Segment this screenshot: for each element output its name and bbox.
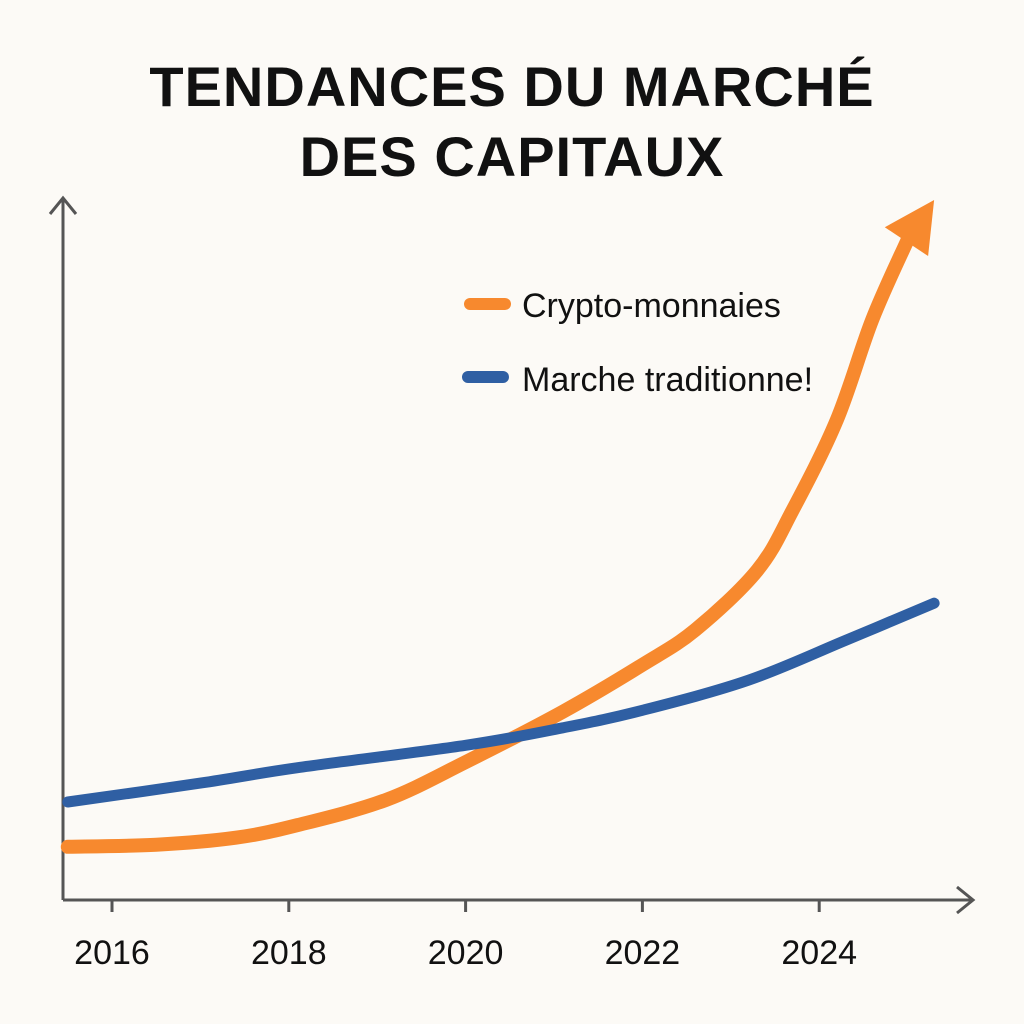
crypto-arrowhead-icon [884,200,935,257]
legend-label-traditional: Marche traditionne! [522,361,813,399]
title-line-2: DES CAPITAUX [299,125,725,188]
chart-title: TENDANCES DU MARCHÉ DES CAPITAUX [0,52,1024,192]
x-tick-label: 2018 [251,934,327,972]
x-tick-label: 2020 [428,934,504,972]
x-axis [63,885,976,915]
series-line-traditional [62,597,940,808]
x-tick-label: 2022 [605,934,681,972]
title-line-1: TENDANCES DU MARCHÉ [149,55,875,118]
legend: Crypto-monnaies Marche traditionne! [462,287,813,399]
legend-label-crypto: Crypto-monnaies [522,287,781,325]
x-tick-label: 2016 [74,934,150,972]
series-line-crypto [60,232,915,854]
y-axis [48,195,78,900]
x-tick-label: 2024 [781,934,857,972]
